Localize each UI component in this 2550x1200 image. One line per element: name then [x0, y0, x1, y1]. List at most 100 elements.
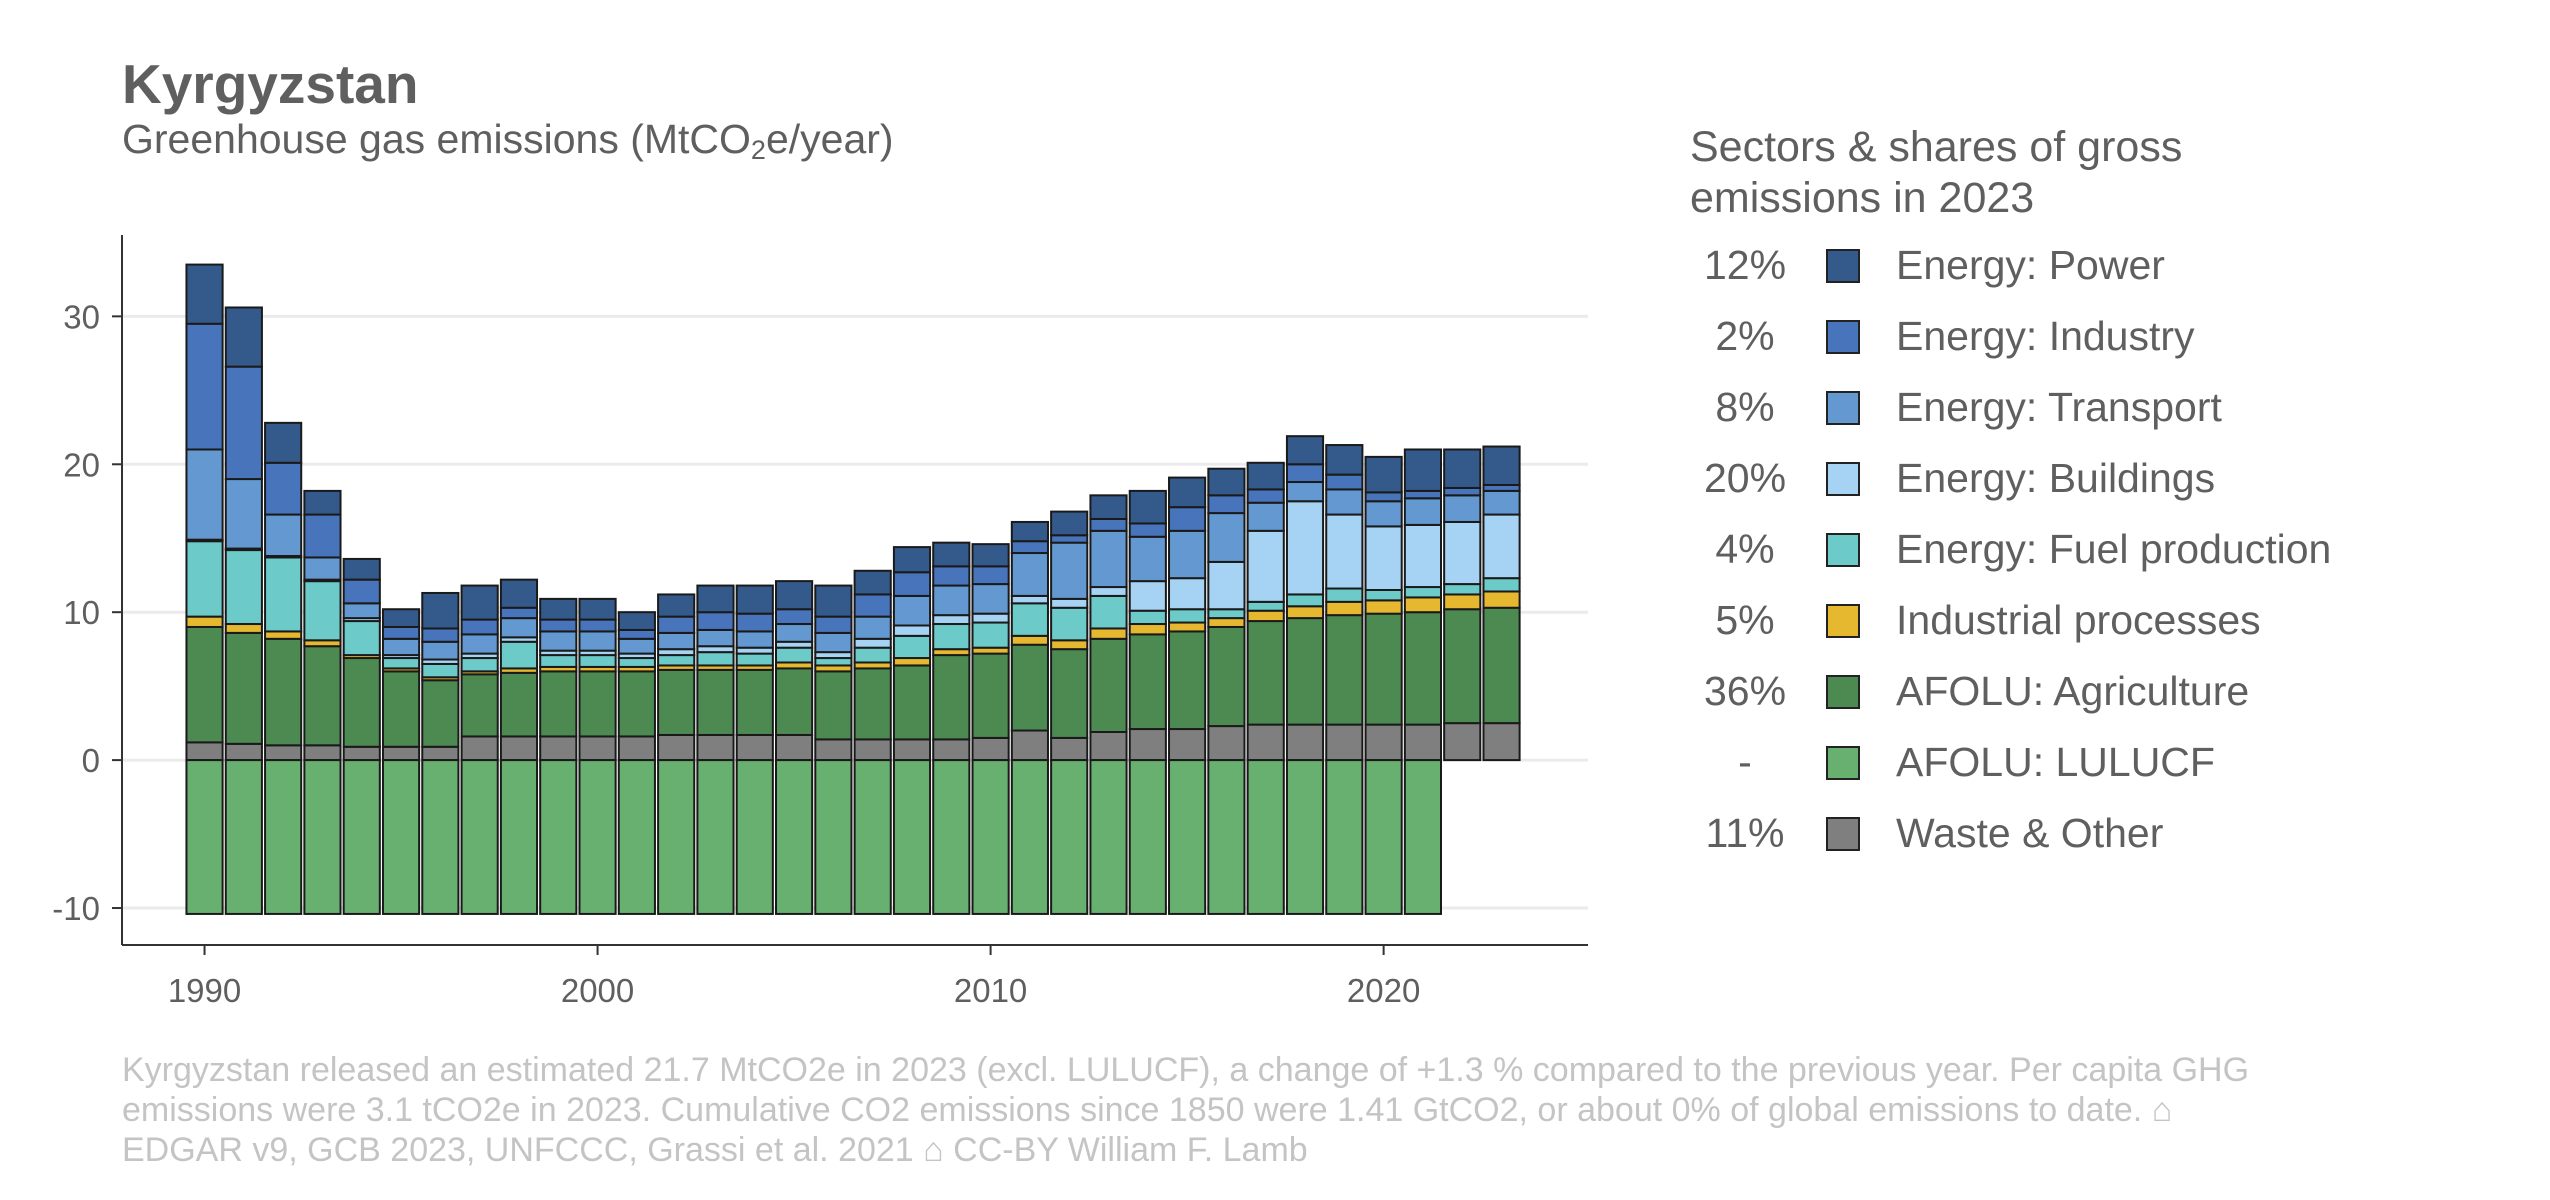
bar-segment [1050, 639, 1089, 651]
bar-segment [499, 759, 539, 915]
subtitle-prefix: Greenhouse gas emissions (MtCO [122, 116, 751, 162]
bar-segment [735, 630, 774, 649]
bar-segment [421, 591, 460, 630]
bar-segment [1246, 461, 1285, 491]
bar-segment [1128, 633, 1167, 731]
bar-segment [971, 621, 1010, 649]
bar-segment [1128, 728, 1167, 762]
bar-segment [1285, 593, 1325, 608]
legend-share: - [1738, 739, 1752, 785]
bar-segment [303, 489, 342, 516]
bar-segment [303, 556, 342, 581]
bar-segment [1089, 586, 1128, 597]
bar-segment [499, 735, 539, 762]
bar-segment [932, 759, 971, 915]
legend-label: AFOLU: LULUCF [1896, 739, 2215, 785]
bar-segment [342, 745, 381, 762]
bar-segment [264, 630, 303, 640]
y-tick-label: 20 [63, 446, 100, 483]
bar-segment [224, 631, 263, 745]
bar-segment [735, 612, 774, 633]
bar-segment [264, 556, 303, 633]
bar-segment [1168, 476, 1207, 509]
bar-segment [539, 630, 578, 652]
bar-segment [814, 738, 853, 762]
bar-segment [1285, 481, 1325, 503]
bar-segment [1089, 518, 1128, 532]
bar-segment [460, 618, 499, 636]
bar-segment [657, 615, 696, 634]
bar-segment [1443, 448, 1482, 489]
bar-segment [735, 759, 774, 915]
bar-segment [775, 646, 814, 664]
bar-segment [892, 594, 932, 627]
bar-segment [932, 584, 971, 617]
bar-segment [421, 640, 460, 661]
bar-segment [932, 654, 971, 741]
chart-title: Kyrgyzstan [122, 53, 419, 115]
legend-share: 36% [1703, 668, 1787, 714]
bar-segment [1246, 620, 1285, 726]
bar-segment [892, 546, 932, 574]
bar-segment [1443, 722, 1482, 762]
bar-segment [892, 759, 932, 915]
bar-segment [853, 646, 892, 664]
bar-segment [932, 565, 971, 587]
bar-segment [892, 571, 932, 597]
legend-item: 12% Energy: Power [1690, 230, 2510, 301]
bar-segment [460, 633, 499, 655]
bar-segment [342, 759, 381, 915]
x-tick-label: 1990 [168, 972, 241, 1009]
bar-segment [578, 735, 617, 762]
legend-item: 5% Industrial processes [1690, 585, 2510, 656]
bar-segment [971, 736, 1010, 762]
bar-segment [853, 637, 892, 649]
bar-segment [421, 627, 460, 643]
bar-segment [224, 549, 263, 626]
bar-segment [1010, 552, 1049, 597]
bar-segment [264, 637, 303, 747]
legend-share: 20% [1703, 455, 1787, 501]
bar-segment [421, 759, 460, 915]
bar-segment [224, 478, 263, 550]
bar-segment [657, 733, 696, 762]
bar-segment [657, 593, 696, 618]
legend-label: Waste & Other [1896, 810, 2164, 856]
legend-item: 8% Energy: Transport [1690, 372, 2510, 443]
caption: Kyrgyzstan released an estimated 21.7 Mt… [122, 1051, 2250, 1169]
bar-segment [617, 637, 656, 655]
bar-segment [971, 583, 1010, 615]
bar-segment [224, 306, 263, 368]
bar-segment [539, 759, 578, 915]
bar-segment [1207, 512, 1246, 563]
bar-segment [1050, 736, 1089, 762]
bar-segment [499, 606, 539, 620]
bar-segment [617, 670, 656, 738]
bar-segment [1246, 488, 1285, 504]
bar-segment [1050, 759, 1089, 915]
bar-segment [1207, 759, 1246, 915]
bar-segment [342, 657, 381, 748]
bar-segment [303, 580, 342, 642]
bar-segment [1207, 494, 1246, 515]
bar-segment [1089, 627, 1128, 640]
legend-share: 8% [1715, 384, 1775, 430]
bar-segment [617, 611, 656, 631]
bar-segment [1128, 609, 1167, 626]
bar-segment [617, 628, 656, 640]
legend-item: 2% Energy: Industry [1690, 301, 2510, 372]
bar-segment [775, 608, 814, 626]
bar-segment [1443, 494, 1482, 523]
legend-label: Industrial processes [1896, 597, 2261, 643]
bar-segment [1364, 599, 1403, 615]
bar-segment [1482, 577, 1521, 593]
bar-segment [1403, 723, 1443, 762]
bar-segment [1207, 625, 1246, 728]
legend-label: Energy: Power [1896, 242, 2165, 288]
legend-swatch [1826, 674, 1860, 709]
bar-segment [381, 745, 421, 762]
bar-segment [1325, 444, 1364, 476]
bar-segment [1325, 473, 1364, 491]
bar-segment [1482, 722, 1521, 762]
bar-segment [1403, 489, 1443, 500]
